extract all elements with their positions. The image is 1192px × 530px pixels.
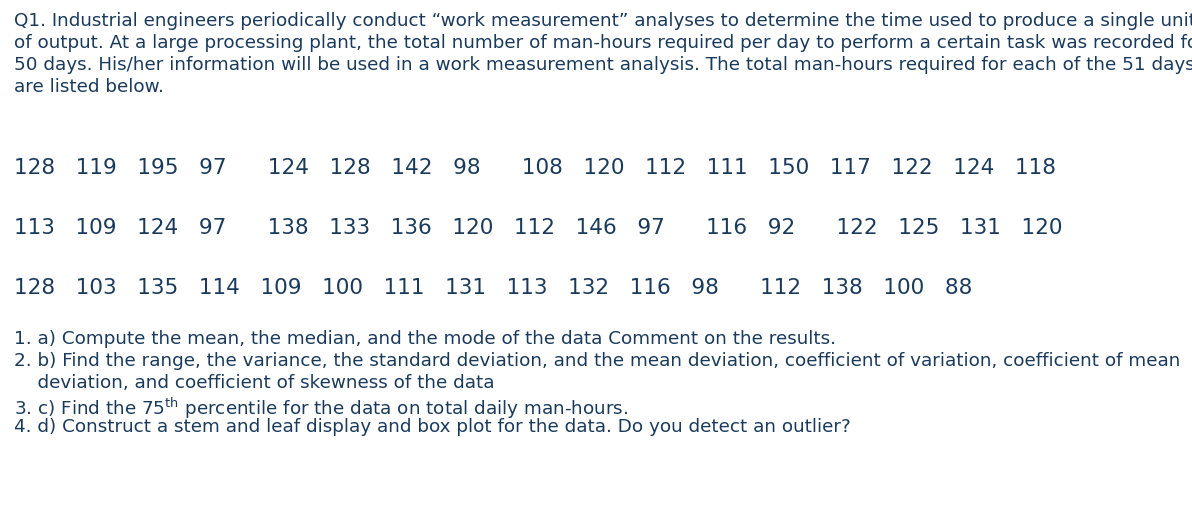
Text: 113   109   124   97      138   133   136   120   112   146   97      116   92  : 113 109 124 97 138 133 136 120 112 146 9… bbox=[14, 218, 1062, 238]
Text: 128   119   195   97      124   128   142   98      108   120   112   111   150 : 128 119 195 97 124 128 142 98 108 120 11… bbox=[14, 158, 1056, 178]
Text: of output. At a large processing plant, the total number of man-hours required p: of output. At a large processing plant, … bbox=[14, 34, 1192, 52]
Text: 3. c) Find the 75$^{\mathrm{th}}$ percentile for the data on total daily man-hou: 3. c) Find the 75$^{\mathrm{th}}$ percen… bbox=[14, 396, 628, 421]
Text: 2. b) Find the range, the variance, the standard deviation, and the mean deviati: 2. b) Find the range, the variance, the … bbox=[14, 352, 1180, 370]
Text: 50 days. His/her information will be used in a work measurement analysis. The to: 50 days. His/her information will be use… bbox=[14, 56, 1192, 74]
Text: deviation, and coefficient of skewness of the data: deviation, and coefficient of skewness o… bbox=[14, 374, 495, 392]
Text: 128   103   135   114   109   100   111   131   113   132   116   98      112   : 128 103 135 114 109 100 111 131 113 132 … bbox=[14, 278, 973, 298]
Text: 1. a) Compute the mean, the median, and the mode of the data Comment on the resu: 1. a) Compute the mean, the median, and … bbox=[14, 330, 836, 348]
Text: Q1. Industrial engineers periodically conduct “work measurement” analyses to det: Q1. Industrial engineers periodically co… bbox=[14, 12, 1192, 30]
Text: are listed below.: are listed below. bbox=[14, 78, 163, 96]
Text: 4. d) Construct a stem and leaf display and box plot for the data. Do you detect: 4. d) Construct a stem and leaf display … bbox=[14, 418, 851, 436]
